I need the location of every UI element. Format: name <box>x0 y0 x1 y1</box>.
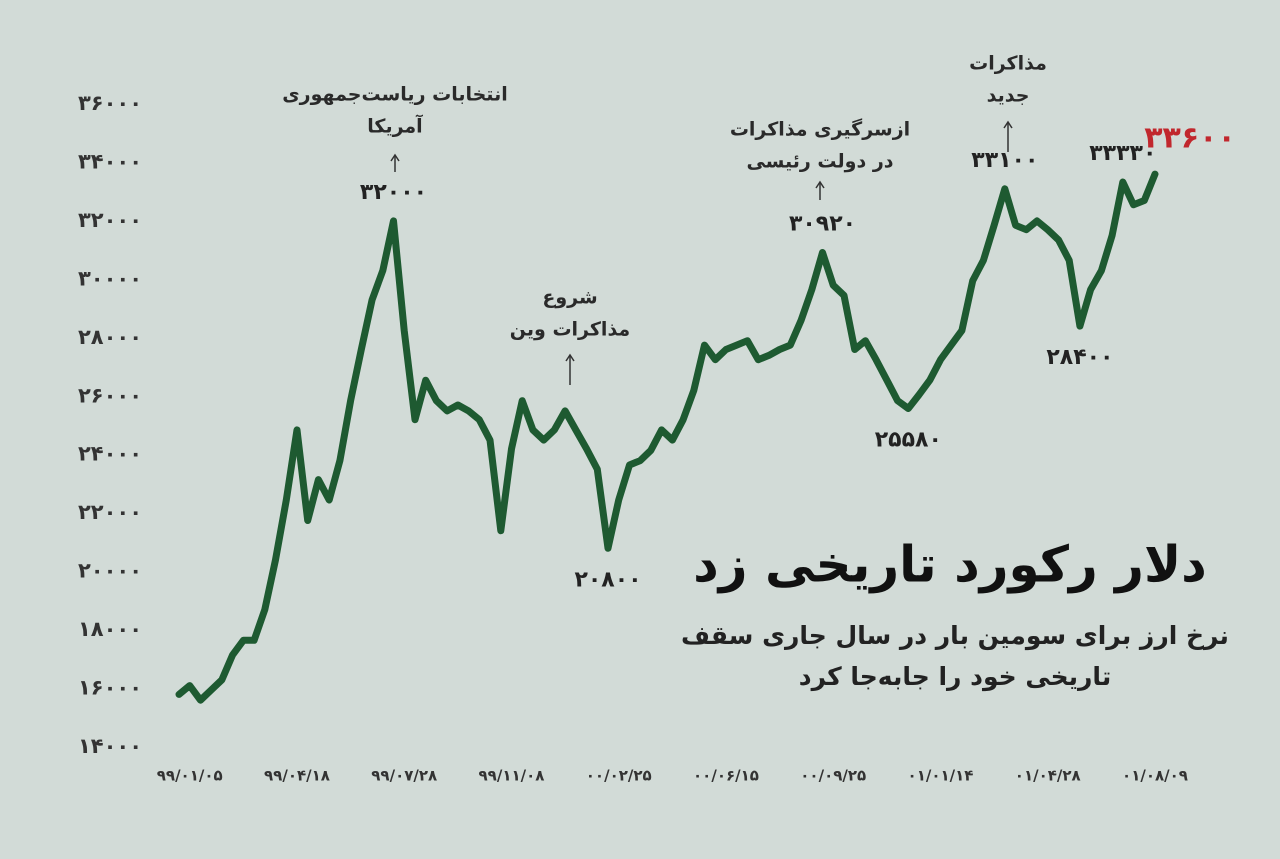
value-label: ۲۸۴۰۰ <box>1046 345 1113 370</box>
annotation-arrowhead <box>390 153 400 162</box>
annotation-arrowhead <box>1003 120 1013 129</box>
chart-title: دلار رکورد تاریخی زد <box>693 536 1207 595</box>
chart-subtitle: تاریخی خود را جابه‌جا کرد <box>799 662 1111 692</box>
x-tick-label: ۹۹/۰۱/۰۵ <box>157 767 223 785</box>
annotation-arrowhead <box>815 180 825 189</box>
y-tick-label: ۲۶۰۰۰ <box>78 383 142 407</box>
x-tick-label: ۹۹/۰۷/۲۸ <box>371 767 437 785</box>
y-tick-label: ۳۰۰۰۰ <box>78 266 142 290</box>
y-tick-label: ۳۴۰۰۰ <box>78 149 142 173</box>
y-tick-label: ۲۸۰۰۰ <box>78 325 142 349</box>
y-tick-label: ۲۴۰۰۰ <box>78 442 142 466</box>
annotation: در دولت رئیسی <box>746 151 893 173</box>
value-label: ۳۳۶۰۰ <box>1144 121 1236 156</box>
y-tick-label: ۱۸۰۰۰ <box>78 617 142 641</box>
annotation: آمریکا <box>367 114 423 138</box>
value-label: ۲۰۸۰۰ <box>574 567 641 592</box>
annotation: انتخابات ریاست‌جمهوری <box>282 84 507 106</box>
x-tick-label: ۰۰/۰۶/۱۵ <box>693 767 759 785</box>
value-label: ۳۲۰۰۰ <box>360 180 427 205</box>
annotation-arrowhead <box>565 353 575 362</box>
y-tick-label: ۱۴۰۰۰ <box>78 734 142 758</box>
value-label: ۳۳۳۳۰ <box>1089 141 1156 166</box>
x-tick-label: ۰۰/۰۲/۲۵ <box>586 767 652 785</box>
data-line <box>175 170 1159 704</box>
x-tick-label: ۰۱/۰۴/۲۸ <box>1015 767 1081 785</box>
annotation: مذاکرات وین <box>510 319 630 341</box>
y-tick-label: ۱۶۰۰۰ <box>78 676 142 700</box>
y-tick-label: ۲۲۰۰۰ <box>78 500 142 524</box>
annotation: ازسرگیری مذاکرات <box>730 118 910 141</box>
annotation: جدید <box>987 85 1030 107</box>
y-tick-label: ۲۰۰۰۰ <box>78 559 142 583</box>
value-label: ۳۰۹۲۰ <box>789 211 856 236</box>
value-label: ۲۵۵۸۰ <box>875 428 942 453</box>
x-tick-label: ۰۱/۰۸/۰۹ <box>1122 767 1188 785</box>
x-tick-label: ۰۱/۰۱/۱۴ <box>908 767 974 785</box>
y-tick-label: ۳۲۰۰۰ <box>78 208 142 232</box>
x-tick-label: ۹۹/۱۱/۰۸ <box>479 767 545 785</box>
x-tick-label: ۰۰/۰۹/۲۵ <box>800 767 866 785</box>
value-label: ۳۳۱۰۰ <box>971 148 1038 173</box>
x-tick-label: ۹۹/۰۴/۱۸ <box>264 767 330 785</box>
chart-subtitle: نرخ ارز برای سومین بار در سال جاری سقف <box>681 621 1229 651</box>
annotation: مذاکرات <box>969 53 1047 75</box>
y-tick-label: ۳۶۰۰۰ <box>78 91 142 115</box>
annotation: شروع <box>542 287 597 309</box>
